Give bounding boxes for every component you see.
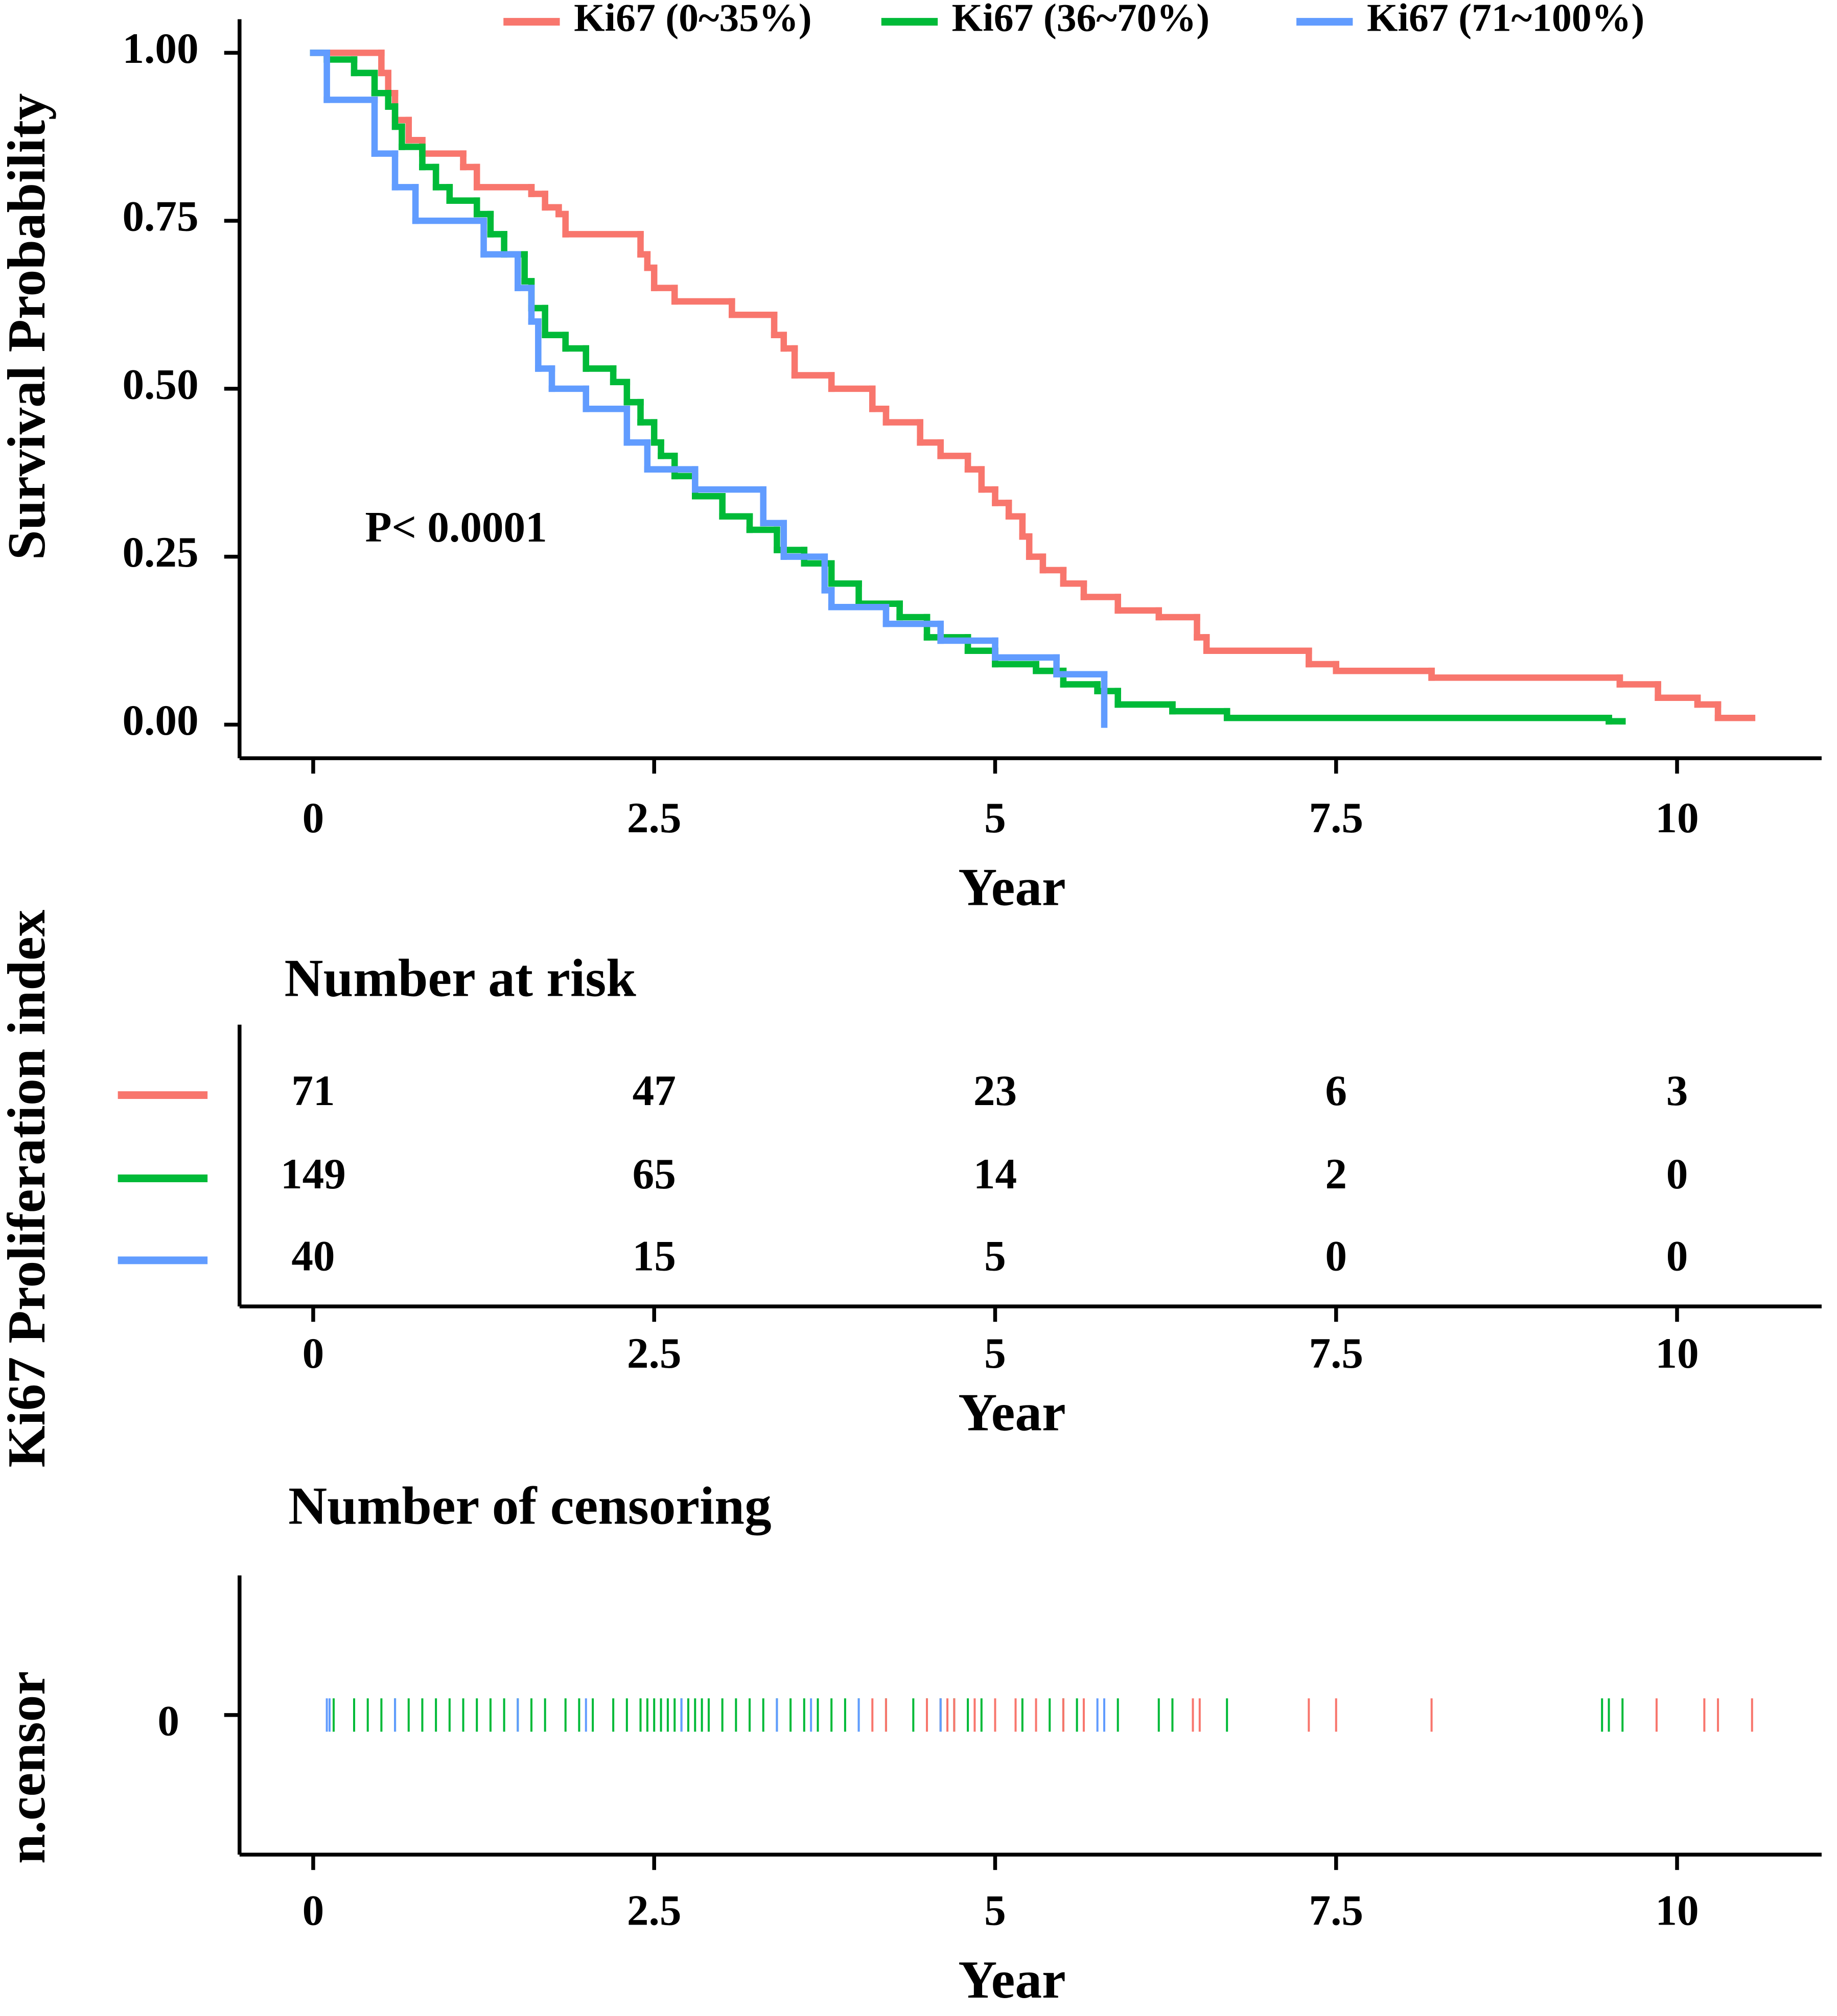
x-tick-label: 0 [303,1886,324,1934]
risk-count: 23 [973,1067,1017,1115]
risk-count: 0 [1325,1232,1347,1280]
x-tick-label: 7.5 [1309,1886,1363,1934]
x-tick-label: 7.5 [1309,794,1363,842]
y-axis-title: Survival Probability [0,93,56,560]
y-tick-label: 0.00 [122,696,198,744]
x-axis-title: Year [958,1950,1065,2009]
x-tick-label: 5 [984,1886,1006,1934]
risk-count: 40 [291,1232,335,1280]
risk-count: 47 [633,1067,676,1115]
risk-count: 0 [1666,1232,1688,1280]
risk-count: 2 [1325,1150,1347,1198]
risk-count: 14 [973,1150,1017,1198]
legend-label: Ki67 (71~100%) [1367,0,1644,39]
risk-count: 5 [984,1232,1006,1280]
x-tick-label: 2.5 [627,1886,682,1934]
legend-label: Ki67 (36~70%) [952,0,1210,39]
y-tick-label: 0.50 [122,360,198,408]
risk-count: 149 [281,1150,346,1198]
x-tick-label: 0 [303,1329,324,1377]
x-tick-label: 2.5 [627,794,682,842]
x-tick-label: 5 [984,794,1006,842]
risk-count: 71 [291,1067,335,1115]
risk-count: 0 [1666,1150,1688,1198]
x-tick-label: 5 [984,1329,1006,1377]
risk-count: 6 [1325,1067,1347,1115]
x-tick-label: 10 [1655,794,1699,842]
x-tick-label: 0 [303,794,324,842]
p-value: P< 0.0001 [365,503,547,551]
y-axis-title: Ki67 Proliferation index [0,909,56,1467]
x-tick-label: 10 [1655,1329,1699,1377]
panel-title: Number at risk [285,948,637,1008]
risk-count: 65 [633,1150,676,1198]
y-tick-label: 1.00 [122,25,198,73]
x-axis-title: Year [958,1382,1065,1442]
y-tick-label: 0.75 [122,193,198,241]
y-axis-title: n.censor [0,1671,56,1864]
risk-count: 3 [1666,1067,1688,1115]
legend-label: Ki67 (0~35%) [574,0,812,39]
x-tick-label: 2.5 [627,1329,682,1377]
x-axis-title: Year [958,857,1065,917]
panel-title: Number of censoring [288,1475,772,1535]
x-tick-label: 7.5 [1309,1329,1363,1377]
y-tick-label: 0.25 [122,528,198,576]
y-tick-label: 0 [157,1697,179,1745]
risk-count: 15 [633,1232,676,1280]
x-tick-label: 10 [1655,1886,1699,1934]
